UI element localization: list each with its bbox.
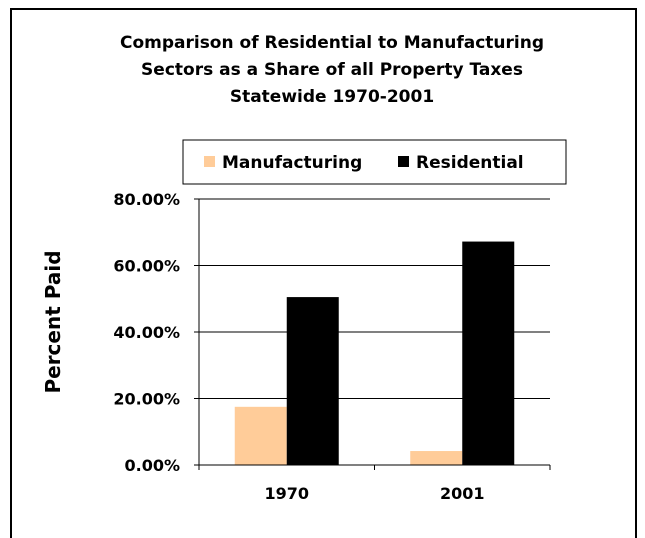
legend-swatch-residential — [398, 156, 409, 167]
y-tick-label: 20.00% — [113, 390, 180, 409]
x-tick-label: 1970 — [264, 484, 309, 503]
y-tick-label: 80.00% — [113, 190, 180, 209]
chart-title: Comparison of Residential to Manufacturi… — [120, 33, 544, 107]
legend-swatch-manufacturing — [204, 156, 215, 167]
x-tick-labels: 1970 2001 — [264, 484, 484, 503]
bar-manufacturing-1970 — [235, 407, 287, 465]
y-tick-labels: 0.00% 20.00% 40.00% 60.00% 80.00% — [113, 190, 180, 475]
legend-label-manufacturing: Manufacturing — [222, 153, 362, 173]
bars — [235, 242, 515, 465]
chart-title-line: Statewide 1970-2001 — [230, 87, 434, 107]
y-tick-label: 60.00% — [113, 257, 180, 276]
x-tick-label: 2001 — [440, 484, 485, 503]
y-tick-label: 0.00% — [124, 456, 180, 475]
legend-label-residential: Residential — [416, 153, 524, 173]
bar-manufacturing-2001 — [410, 451, 462, 465]
bar-residential-1970 — [287, 297, 339, 465]
y-tick-label: 40.00% — [113, 323, 180, 342]
chart-title-line: Comparison of Residential to Manufacturi… — [120, 33, 544, 53]
bar-residential-2001 — [462, 242, 514, 465]
chart-title-line: Sectors as a Share of all Property Taxes — [141, 60, 523, 80]
y-axis-label: Percent Paid — [41, 250, 65, 393]
legend: Manufacturing Residential — [183, 140, 566, 184]
